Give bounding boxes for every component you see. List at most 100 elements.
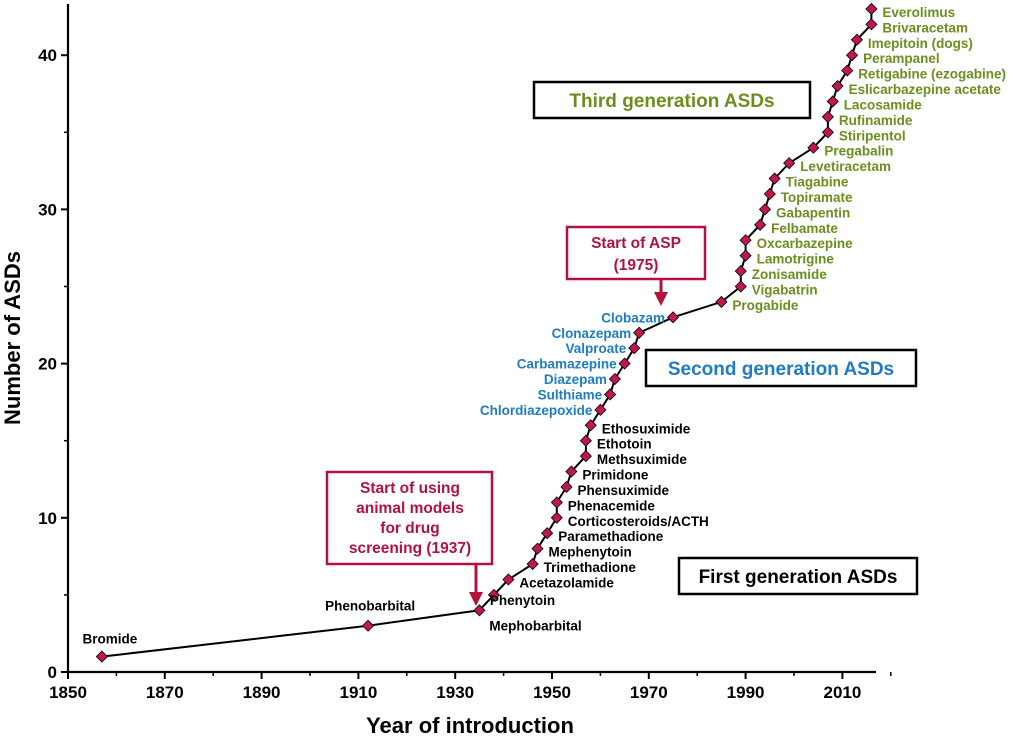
drug-label: Gabapentin	[776, 205, 850, 220]
annotation-asp: Start of ASP (1975)	[565, 225, 707, 306]
svg-text:for drug: for drug	[380, 520, 439, 537]
drug-label: Phenytoin	[490, 593, 555, 608]
drug-label: Valproate	[566, 341, 627, 356]
drug-label: Sulthiame	[538, 387, 603, 402]
data-point-marker	[628, 342, 641, 355]
data-point-marker	[754, 218, 767, 231]
y-tick-label: 10	[38, 509, 57, 528]
data-point-marker	[763, 187, 776, 201]
drug-label: Acetazolamide	[519, 576, 614, 591]
drug-label: Retigabine (ezogabine)	[858, 67, 1006, 82]
x-axis-title: Year of introduction	[366, 713, 574, 738]
x-tick-label: 1990	[727, 683, 765, 702]
drug-label: Everolimus	[882, 5, 955, 20]
x-tick-label: 1970	[630, 683, 668, 702]
drug-label: Ethotoin	[597, 437, 652, 452]
x-tick-label: 1850	[49, 683, 87, 702]
drug-label: Phenacemide	[568, 498, 656, 513]
first-generation-box: First generation ASDs	[677, 556, 919, 596]
data-point-marker	[550, 496, 563, 509]
data-point-marker	[758, 203, 772, 216]
data-point-marker	[604, 388, 617, 401]
drug-label: Methsuximide	[597, 452, 688, 467]
drug-label: Chlordiazepoxide	[480, 403, 593, 418]
data-point-marker	[831, 79, 844, 93]
drug-label: Lacosamide	[844, 98, 923, 113]
data-point-marker	[865, 18, 878, 31]
drug-label: Brivaracetam	[882, 20, 968, 35]
drug-label: Imepitoin (dogs)	[868, 36, 973, 51]
second-generation-box: Second generation ASDs	[644, 348, 918, 388]
x-tick-label: 2010	[823, 683, 861, 702]
data-point-marker	[95, 650, 108, 663]
svg-text:Third generation ASDs: Third generation ASDs	[569, 91, 774, 112]
x-ticks: 1850 1870 1890 1910 1930 1950 1970 1990 2010	[49, 672, 892, 702]
data-point-marker	[821, 110, 834, 123]
data-point-marker	[502, 573, 515, 586]
data-point-marker	[565, 465, 578, 478]
data-point-marker	[850, 33, 863, 46]
data-point-marker	[618, 357, 631, 370]
data-point-marker	[715, 295, 728, 308]
data-point-marker	[826, 95, 839, 108]
drug-label: Progabide	[732, 298, 799, 313]
data-point-marker	[739, 234, 752, 247]
x-tick-label: 1890	[243, 683, 281, 702]
svg-text:Second generation ASDs: Second generation ASDs	[668, 359, 894, 380]
drug-label: Felbamate	[771, 221, 838, 236]
y-axis-title: Number of ASDs	[0, 251, 25, 425]
data-point-marker	[579, 434, 592, 447]
annotation-animal-models: Start of using animal models for drug sc…	[325, 470, 494, 606]
data-point-marker	[734, 280, 747, 293]
drug-label: Zonisamide	[752, 267, 828, 282]
svg-text:First generation ASDs: First generation ASDs	[699, 567, 898, 588]
data-point-marker	[841, 64, 854, 77]
svg-text:Start of using: Start of using	[360, 480, 460, 497]
y-tick-label: 30	[38, 200, 57, 219]
drug-label: Paramethadione	[558, 529, 664, 544]
y-tick-label: 40	[38, 46, 57, 65]
data-point-marker	[473, 604, 486, 617]
drug-label: Mephobarbital	[489, 618, 581, 633]
drug-label: Topiramate	[781, 190, 853, 205]
data-point-marker	[560, 480, 573, 494]
x-tick-label: 1910	[339, 683, 377, 702]
drug-label: Clonazepam	[552, 326, 632, 341]
drug-label: Mephenytoin	[549, 545, 632, 560]
drug-label: Phenobarbital	[325, 599, 415, 614]
drug-label: Levetiracetam	[800, 159, 891, 174]
x-tick-label: 1930	[436, 683, 474, 702]
axes	[66, 4, 876, 674]
drug-label: Phensuximide	[578, 483, 670, 498]
data-point-marker	[526, 557, 539, 571]
drug-label: Corticosteroids/ACTH	[568, 514, 709, 529]
drug-label: Oxcarbazepine	[757, 236, 854, 251]
drug-label: Clobazam	[601, 310, 665, 325]
x-tick-label: 1870	[146, 683, 184, 702]
data-point-marker	[594, 403, 607, 416]
drug-label: Lamotrigine	[757, 252, 835, 267]
data-point-marker	[734, 265, 747, 278]
data-point-marker	[608, 372, 621, 386]
data-point-marker	[487, 588, 500, 601]
y-tick-label: 0	[48, 663, 57, 682]
data-point-marker	[579, 450, 592, 463]
drug-label: Rufinamide	[839, 113, 913, 128]
data-point-marker	[666, 311, 680, 324]
data-markers	[95, 2, 878, 663]
data-point-marker	[362, 619, 375, 632]
drug-label: Perampanel	[863, 51, 940, 66]
data-point-marker	[531, 542, 544, 555]
drug-label: Eslicarbazepine acetate	[849, 82, 1002, 97]
data-point-marker	[584, 419, 597, 432]
svg-text:screening (1937): screening (1937)	[349, 540, 471, 557]
drug-label: Trimethadione	[544, 560, 637, 575]
y-tick-label: 20	[38, 355, 57, 374]
drug-label: Stiripentol	[839, 128, 906, 143]
data-point-marker	[783, 157, 796, 170]
drug-label: Tiagabine	[786, 175, 849, 190]
data-point-marker	[541, 527, 554, 540]
svg-text:Start of ASP: Start of ASP	[591, 235, 681, 252]
drug-label: Primidone	[582, 468, 649, 483]
